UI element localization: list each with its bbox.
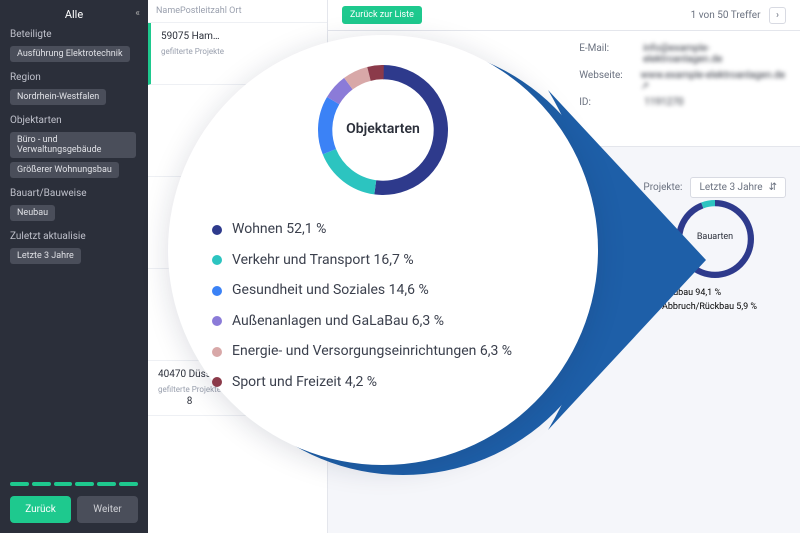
- back-to-list-button[interactable]: Zurück zur Liste: [342, 6, 422, 24]
- meta-row: Webseite:www.example-elektroanlagen.de ↗: [579, 70, 786, 92]
- result-stat: gefilterte Projekte: [161, 47, 224, 58]
- filter-section-label: Beteiligte: [10, 29, 138, 40]
- sidebar-title: Alle: [10, 8, 138, 21]
- filter-section-label: Bauart/Bauweise: [10, 188, 138, 199]
- filter-section-label: Region: [10, 72, 138, 83]
- pager-label: 1 von 50 Treffer: [691, 10, 761, 21]
- legend-item: Abbruch/Rückbau 5,9 %: [650, 302, 780, 312]
- results-header: NamePostleitzahl Ort: [148, 0, 327, 23]
- filter-chip[interactable]: Neubau: [10, 205, 55, 221]
- detail-topbar: Zurück zur Liste 1 von 50 Treffer ›: [328, 0, 800, 31]
- pager-text: 1 von 50 Treffer ›: [691, 7, 786, 24]
- filter-chip[interactable]: Letzte 3 Jahre: [10, 248, 81, 264]
- legend-item: Außenanlagen und GaLaBau 6,3 %: [212, 313, 554, 331]
- filter-chip[interactable]: Größerer Wohnungsbau: [10, 162, 119, 178]
- legend-item: Energie- und Versorgungseinrichtungen 6,…: [212, 343, 554, 361]
- sidebar-footer: Zurück Weiter: [10, 482, 138, 523]
- result-address: 59075 Ham…: [161, 31, 317, 42]
- objektarten-donut: Objektarten: [318, 65, 448, 195]
- projects-label: Projekte:: [643, 182, 682, 193]
- next-button[interactable]: Weiter: [77, 496, 138, 523]
- chevron-down-icon: ⇵: [769, 182, 777, 193]
- objektarten-title: Objektarten: [318, 121, 448, 137]
- legend-item: Wohnen 52,1 %: [212, 221, 554, 239]
- legend-item: Neubau 94,1 %: [650, 288, 780, 298]
- legend-item: Sport und Freizeit 4,2 %: [212, 374, 554, 392]
- filter-chip[interactable]: Ausführung Elektrotechnik: [10, 46, 130, 62]
- filter-chip[interactable]: Büro - und Verwaltungsgebäude: [10, 132, 136, 158]
- filter-sidebar: Alle « Beteiligte Ausführung Elektrotechn…: [0, 0, 148, 533]
- objektarten-legend: Wohnen 52,1 % Verkehr und Transport 16,7 …: [212, 221, 554, 391]
- meta-row: E-Mail:info@example-elektroanlagen.de: [579, 43, 786, 65]
- pager-next-button[interactable]: ›: [769, 7, 786, 24]
- sidebar-collapse-icon[interactable]: «: [135, 8, 140, 19]
- progress-indicator: [10, 482, 138, 486]
- filter-chip[interactable]: Nordrhein-Westfalen: [10, 89, 106, 105]
- projects-range-dropdown[interactable]: Letzte 3 Jahre ⇵: [690, 177, 786, 198]
- bauarten-legend: Neubau 94,1 % Abbruch/Rückbau 5,9 %: [650, 288, 780, 312]
- filter-section-label: Zuletzt aktualisie: [10, 231, 138, 242]
- meta-row: ID:1191270: [579, 97, 786, 108]
- back-button[interactable]: Zurück: [10, 496, 71, 523]
- filter-section-label: Objektarten: [10, 115, 138, 126]
- legend-item: Gesundheit und Soziales 14,6 %: [212, 282, 554, 300]
- bauarten-title: Bauarten: [650, 232, 780, 242]
- dropdown-value: Letzte 3 Jahre: [699, 182, 762, 193]
- bauarten-chart: Bauarten Neubau 94,1 % Abbruch/Rückbau 5,…: [650, 200, 780, 316]
- magnify-lens: Objektarten Wohnen 52,1 % Verkehr und Tra…: [168, 35, 598, 465]
- legend-item: Verkehr und Transport 16,7 %: [212, 252, 554, 270]
